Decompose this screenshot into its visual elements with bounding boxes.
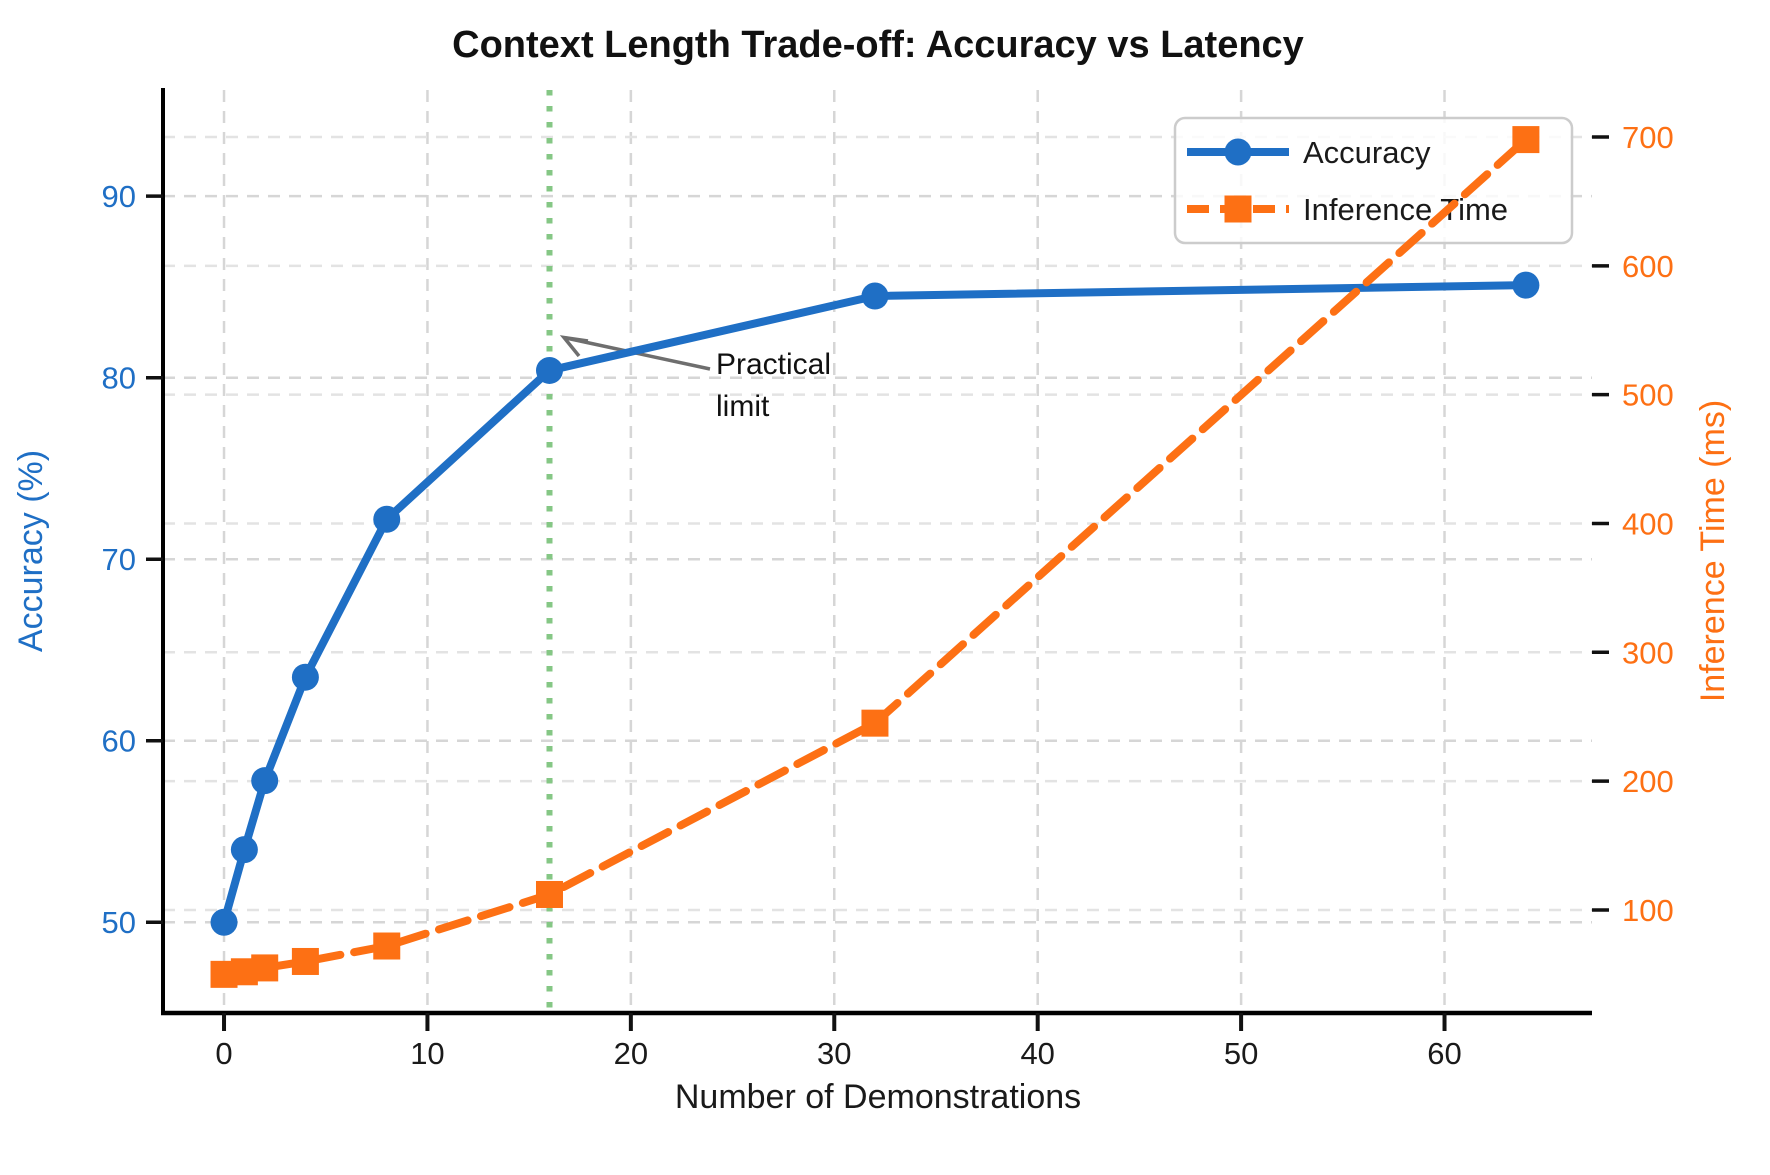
left-tick-label: 70: [102, 542, 136, 577]
accuracy-point-marker: [291, 663, 319, 691]
left-tick-label: 90: [102, 179, 136, 214]
left-axis-gridlines: [163, 194, 1592, 924]
accuracy-point-marker: [861, 282, 889, 310]
x-tick-label: 20: [614, 1036, 648, 1071]
accuracy-point-marker: [373, 505, 401, 533]
accuracy-point-marker: [251, 767, 279, 795]
legend-label-accuracy: Accuracy: [1303, 135, 1431, 170]
right-tick-label: 600: [1622, 249, 1674, 284]
right-tick-label: 700: [1622, 120, 1674, 155]
x-axis-label: Number of Demonstrations: [675, 1078, 1081, 1116]
accuracy-point-marker: [535, 356, 563, 384]
series-inference: [210, 126, 1540, 988]
left-axis-ticks: 50 60 70 80 90: [102, 179, 163, 940]
x-tick-label: 60: [1427, 1036, 1461, 1071]
chart-title: Context Length Trade-off: Accuracy vs La…: [452, 24, 1304, 66]
legend-accuracy-marker-icon: [1224, 138, 1252, 166]
x-axis-ticks: 0 10 20 30 40 50 60: [215, 1013, 1462, 1071]
legend-inference-marker-icon: [1224, 195, 1252, 223]
x-tick-label: 10: [410, 1036, 444, 1071]
right-tick-label: 200: [1622, 764, 1674, 799]
inference-point-marker: [535, 880, 563, 908]
right-tick-label: 500: [1622, 378, 1674, 413]
inference-point-marker: [251, 954, 279, 982]
left-tick-label: 50: [102, 905, 136, 940]
inference-point-marker: [373, 932, 401, 960]
accuracy-point-marker: [210, 908, 238, 936]
accuracy-point-marker: [230, 836, 258, 864]
right-axis-gridlines: [163, 135, 1592, 912]
right-tick-label: 400: [1622, 506, 1674, 541]
x-tick-label: 0: [215, 1036, 232, 1071]
inference-point-marker: [861, 709, 889, 737]
x-tick-label: 30: [817, 1036, 851, 1071]
x-tick-label: 40: [1020, 1036, 1054, 1071]
inference-point-marker: [1512, 126, 1540, 154]
left-tick-label: 60: [102, 724, 136, 759]
accuracy-point-marker: [1512, 271, 1540, 299]
legend-label-inference: Inference Time: [1303, 192, 1508, 227]
right-axis-ticks: 100 200 300 400 500 600 700: [1592, 120, 1674, 928]
inference-point-marker: [291, 947, 319, 975]
right-tick-label: 100: [1622, 893, 1674, 928]
right-tick-label: 300: [1622, 635, 1674, 670]
accuracy-line: [220, 281, 1530, 927]
annotation-text-line2: limit: [716, 390, 770, 423]
annotation-text-line1: Practical: [716, 348, 831, 381]
left-y-axis-label: Accuracy (%): [12, 450, 50, 652]
left-tick-label: 80: [102, 361, 136, 396]
series-accuracy: [210, 271, 1540, 936]
legend: Accuracy Inference Time: [1173, 116, 1574, 245]
right-y-axis-label: Inference Time (ms): [1694, 400, 1732, 702]
x-tick-label: 50: [1224, 1036, 1258, 1071]
